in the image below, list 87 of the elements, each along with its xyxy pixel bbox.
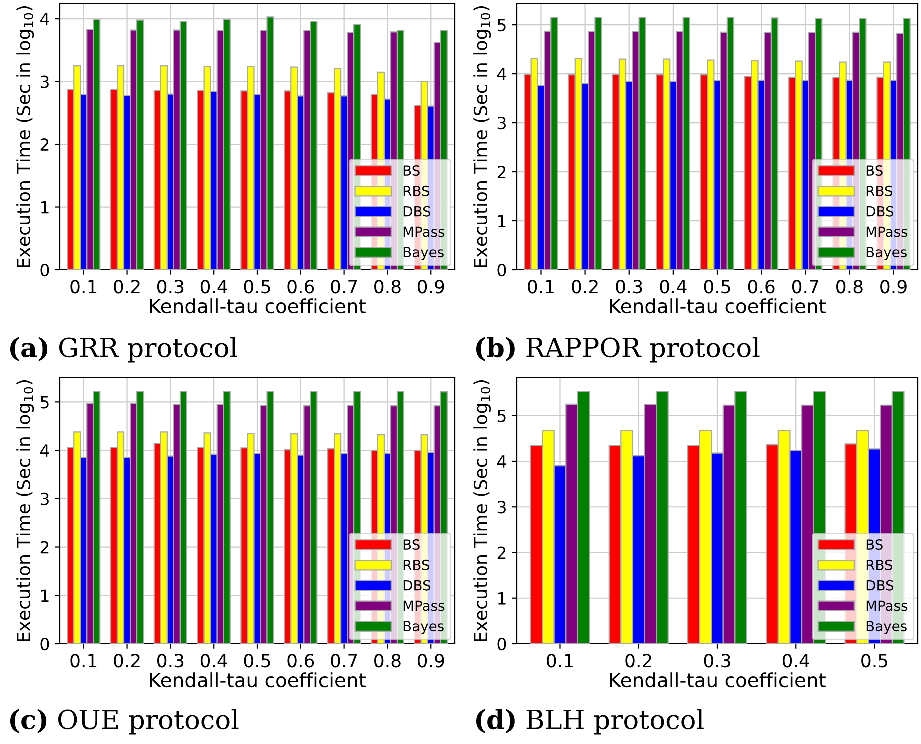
x-tick-label: 0.5 [704,280,730,294]
legend-label: BS [866,166,883,176]
y-tick-label: 1 [42,590,49,602]
y-tick-label: 2 [40,541,49,554]
legend-label: Bayes [866,621,907,634]
x-tick-label: 0.2 [572,280,598,294]
y-tick-label: 2 [498,166,506,178]
x-tick-label: 0.6 [748,280,775,294]
x-tick-label: 0.3 [704,654,730,668]
x-tick-label: 0.5 [862,654,888,668]
text: (c) OUE protocol [10,709,239,735]
x-tick-label: 0.8 [836,280,863,294]
y-tick-label: 3 [40,492,49,506]
x-tick-label: 0.6 [288,654,314,668]
y-tick-label: 4 [40,444,50,457]
x-tick-label: 0.8 [374,654,401,668]
x-axis-title: Kendall-tau coefficient [610,298,826,314]
y-tick-label: 5 [498,19,506,32]
x-tick-label: 0.9 [880,280,907,294]
y-tick-label: 4 [497,456,506,468]
legend-label: MPass [866,226,908,238]
legend-label: MPass [866,600,908,612]
x-tick-label: 0.4 [660,280,687,294]
legend-label: Bayes [404,247,444,260]
y-tick-label: 0 [498,264,506,277]
y-tick-label: 2 [40,138,49,151]
legend-label: DBS [404,580,431,591]
x-tick-label: 0.5 [244,280,270,294]
x-tick-label: 0.1 [547,654,573,668]
legend-label: DBS [404,206,431,217]
y-tick-label: 3 [498,117,506,130]
text: (a) GRR protocol [10,337,238,363]
x-tick-label: 0.1 [70,280,97,294]
x-tick-label: 0.3 [616,280,642,294]
x-tick-label: 0.2 [114,280,140,294]
y-tick-label: 0 [498,638,506,651]
y-axis-title: Execution Time (Sec in log$_{10}$) [474,6,492,268]
x-tick-label: 0.7 [331,280,358,294]
x-tick-label: 0.4 [782,654,810,668]
y-tick-label: 4 [40,13,50,26]
y-tick-label: 5 [498,410,506,422]
y-axis-title: Execution Time (Sec in log$_{10}$) [16,6,34,268]
x-tick-label: 0.3 [158,280,184,294]
y-tick-label: 4 [497,68,506,80]
legend-label: BS [404,166,420,176]
x-tick-label: 0.8 [374,280,401,294]
legend-label: DBS [866,206,894,217]
x-tick-label: 0.1 [528,280,554,294]
legend-label: RBS [866,186,893,196]
x-tick-label: 0.6 [288,280,314,294]
y-tick-label: 2 [498,546,506,560]
x-tick-label: 0.4 [200,280,228,294]
x-axis-title: Kendall-tau coefficient [150,672,366,688]
x-tick-label: 0.9 [418,654,444,668]
legend-label: RBS [404,186,430,196]
y-tick-label: 0 [40,264,50,277]
x-axis-title: Kendall-tau coefficient [150,298,366,314]
y-tick-label: 0 [40,638,50,651]
legend-label: BS [404,540,420,550]
x-tick-label: 0.1 [70,654,97,668]
legend-label: RBS [866,560,893,570]
x-tick-label: 0.4 [200,654,228,668]
text: (d) BLH protocol [476,709,704,735]
x-tick-label: 0.3 [158,654,184,668]
y-tick-label: 1 [498,215,506,228]
y-tick-label: 3 [498,501,506,514]
legend-label: Bayes [404,621,444,634]
x-tick-label: 0.2 [114,654,140,668]
legend-label: MPass [404,226,445,238]
legend-label: DBS [866,580,894,591]
y-tick-label: 1 [42,201,49,214]
x-tick-label: 0.7 [792,280,818,294]
y-axis-title: Execution Time (Sec in log$_{10}$) [474,380,492,642]
y-tick-label: 1 [498,592,506,605]
text: (b) RAPPOR protocol [476,337,760,363]
x-tick-label: 0.9 [418,280,444,294]
x-tick-label: 0.5 [244,654,270,668]
legend-label: Bayes [866,247,907,260]
y-axis-title: Execution Time (Sec in log$_{10}$) [16,380,34,642]
y-tick-label: 3 [40,76,49,88]
legend-label: MPass [404,600,445,612]
y-tick-label: 5 [40,396,49,409]
legend-label: BS [866,540,883,550]
x-axis-title: Kendall-tau coefficient [610,672,826,688]
legend-label: RBS [404,560,430,570]
x-tick-label: 0.2 [626,654,652,668]
x-tick-label: 0.7 [331,654,358,668]
